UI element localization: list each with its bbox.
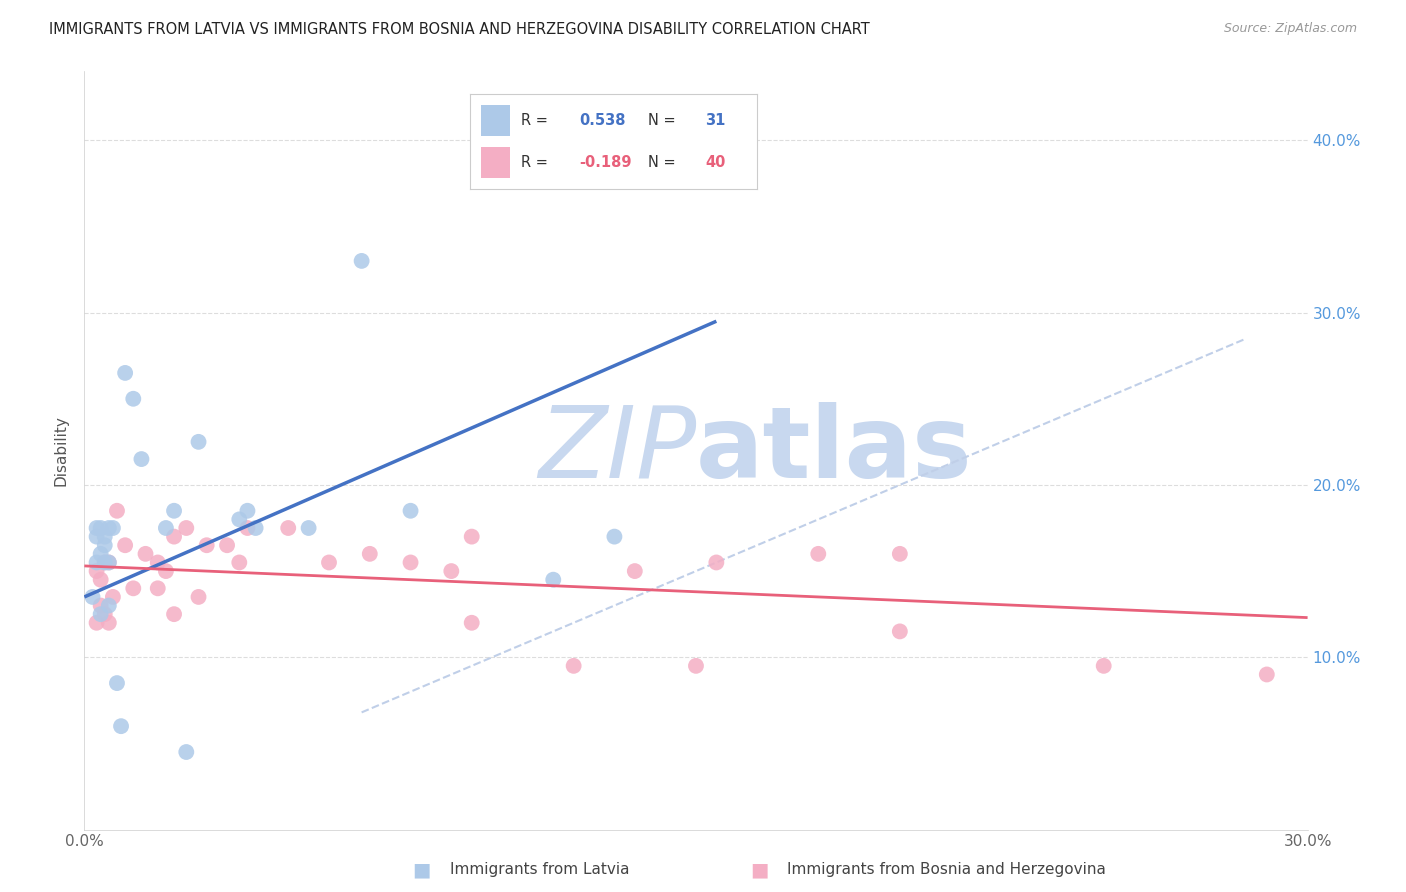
Text: ■: ■ [749,860,769,880]
Point [195,538,218,552]
Point [461,615,484,630]
Point [228,512,250,526]
Point [93,556,115,570]
Point [217,538,239,552]
Point [399,504,422,518]
Point [97,556,120,570]
Point [562,658,585,673]
Point [228,556,250,570]
Text: atlas: atlas [696,402,973,499]
Point [889,624,911,639]
Point [86,564,108,578]
Point [277,521,299,535]
Point [86,615,108,630]
Point [86,521,108,535]
Point [399,556,422,570]
Point [174,521,197,535]
Point [603,530,626,544]
Point [318,556,340,570]
Point [163,530,186,544]
Point [97,615,120,630]
Point [187,434,209,449]
Point [110,719,132,733]
Point [440,564,463,578]
Point [543,573,565,587]
Point [298,521,321,535]
Point [807,547,830,561]
Point [93,538,115,552]
Point [350,253,373,268]
Point [90,521,112,535]
Y-axis label: Disability: Disability [53,415,69,486]
Point [122,582,145,596]
Point [101,590,124,604]
Point [114,366,136,380]
Text: Source: ZipAtlas.com: Source: ZipAtlas.com [1223,22,1357,36]
Point [155,564,177,578]
Text: Immigrants from Latvia: Immigrants from Latvia [450,863,630,877]
Point [82,590,104,604]
Point [155,521,177,535]
Text: ■: ■ [412,860,432,880]
Point [93,530,115,544]
Point [101,521,124,535]
Point [236,504,259,518]
Point [174,745,197,759]
Point [163,504,186,518]
Text: Immigrants from Bosnia and Herzegovina: Immigrants from Bosnia and Herzegovina [787,863,1107,877]
Point [236,521,259,535]
Text: IMMIGRANTS FROM LATVIA VS IMMIGRANTS FROM BOSNIA AND HERZEGOVINA DISABILITY CORR: IMMIGRANTS FROM LATVIA VS IMMIGRANTS FRO… [49,22,870,37]
Point [1256,667,1278,681]
Point [359,547,381,561]
Point [114,538,136,552]
Point [187,590,209,604]
Point [685,658,707,673]
Point [93,556,115,570]
Point [86,530,108,544]
Point [1092,658,1115,673]
Point [97,599,120,613]
Point [105,504,128,518]
Point [97,521,120,535]
Point [146,556,169,570]
Point [90,607,112,622]
Point [90,547,112,561]
Point [105,676,128,690]
Point [889,547,911,561]
Point [86,556,108,570]
Point [131,452,153,467]
Text: ZIP: ZIP [537,402,696,499]
Point [163,607,186,622]
Point [90,599,112,613]
Point [97,556,120,570]
Point [624,564,647,578]
Point [146,582,169,596]
Point [245,521,267,535]
Point [90,573,112,587]
Point [706,556,728,570]
Point [93,607,115,622]
Point [122,392,145,406]
Point [135,547,157,561]
Point [461,530,484,544]
